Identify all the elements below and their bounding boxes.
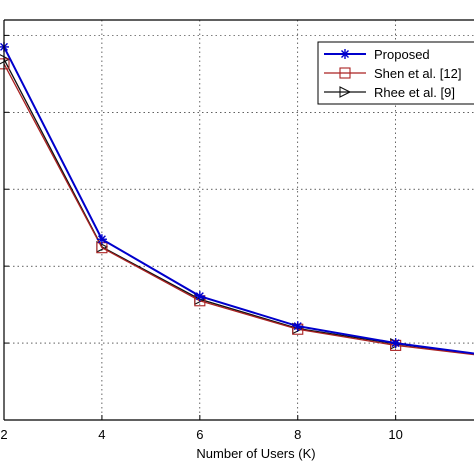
grid [4,20,474,420]
series-line [3,46,474,355]
star-stroke [195,292,204,301]
triangle-marker [339,86,352,98]
x-tick-label: 8 [294,427,301,442]
legend-label: Shen et al. [12] [374,66,461,81]
star-stroke [391,339,400,348]
tick-labels: 2 4 6 8 10 [0,427,403,442]
square-marker [339,67,351,79]
legend-label: Proposed [374,47,430,62]
star-marker [340,49,350,59]
x-axis-label: Number of Users (K) [196,446,315,461]
star-marker [292,321,303,332]
star-marker [96,234,107,245]
legend-entry: Shen et al. [12] [324,66,461,81]
star-marker [194,291,205,302]
series-line [3,63,474,356]
x-tick-label: 6 [196,427,203,442]
x-tick-label: 2 [0,427,7,442]
axes [3,19,474,421]
legend-entry: Rhee et al. [9] [324,85,455,100]
star-stroke [341,50,349,58]
x-tick-label: 10 [388,427,402,442]
legend: Proposed Shen et al. [12] Rhee et al. [9] [317,41,474,105]
star-stroke [293,322,302,331]
star-marker [390,338,401,349]
x-tick-label: 4 [98,427,105,442]
star-stroke [97,235,106,244]
legend-label: Rhee et al. [9] [374,85,455,100]
legend-entry: Proposed [324,47,430,62]
